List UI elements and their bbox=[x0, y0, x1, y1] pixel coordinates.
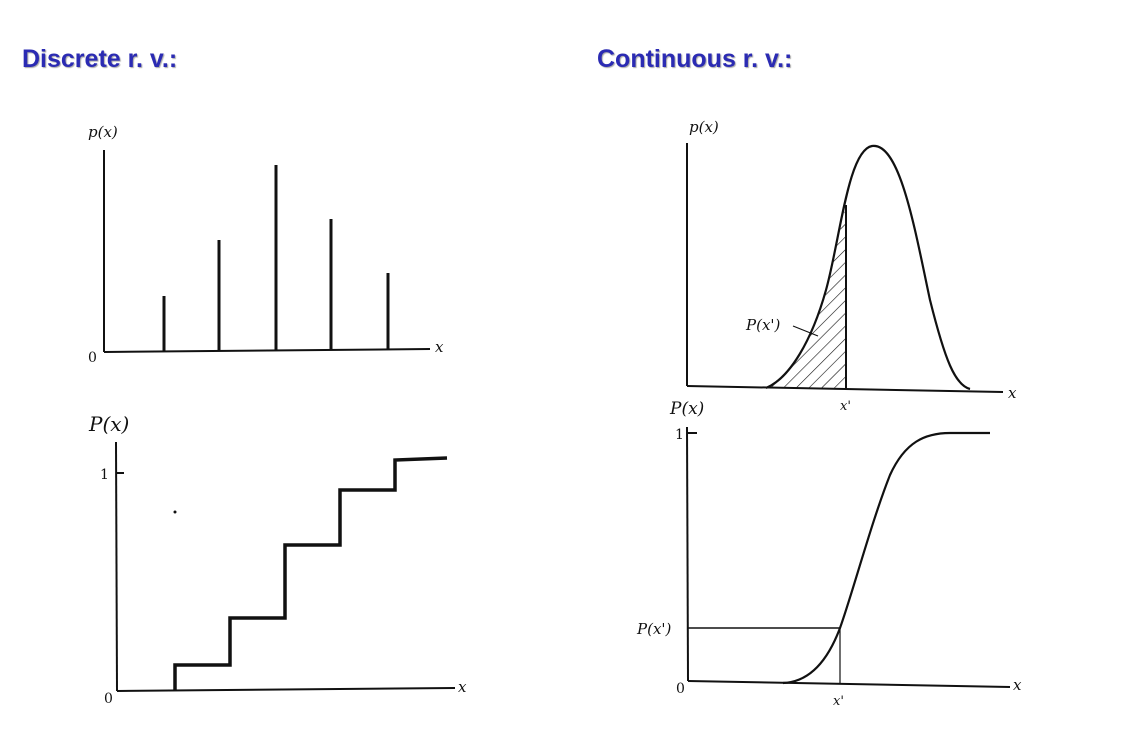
pmf-xlabel: x bbox=[435, 338, 444, 356]
ccdf-ytick2-label: P(x') bbox=[636, 620, 672, 638]
cdf-xlabel: x bbox=[458, 678, 467, 696]
discrete-cdf-plot: P(x) 1 x 0 bbox=[88, 412, 467, 707]
cdf-x-axis bbox=[116, 687, 456, 692]
pdf-ylabel: p(x) bbox=[689, 118, 719, 136]
ccdf-xtick-label: x' bbox=[833, 694, 844, 709]
continuous-pdf-plot: p(x) x P(x') x' bbox=[686, 118, 1017, 414]
cdf-y-axis bbox=[115, 441, 118, 692]
pdf-xlabel: x bbox=[1008, 384, 1017, 402]
discrete-heading: Discrete r. v.: bbox=[22, 45, 178, 73]
pdf-xtick-label: x' bbox=[840, 399, 851, 414]
ccdf-origin: 0 bbox=[676, 681, 685, 697]
ccdf-x-axis bbox=[687, 680, 1011, 688]
cdf-staircase bbox=[173, 456, 448, 691]
pmf-x-axis bbox=[103, 348, 431, 353]
ccdf-ytick-label: 1 bbox=[675, 427, 684, 443]
discrete-pmf-plot: p(x) x 0 bbox=[88, 123, 444, 366]
ccdf-y-axis bbox=[686, 426, 689, 682]
pmf-ylabel: p(x) bbox=[88, 123, 118, 141]
pdf-area-label: P(x') bbox=[745, 316, 781, 334]
pdf-shaded-area bbox=[766, 205, 846, 389]
continuous-cdf-plot: P(x) 1 x 0 P(x') x' bbox=[636, 399, 1022, 709]
pdf-area-leader bbox=[792, 325, 819, 337]
ccdf-ylabel: P(x) bbox=[669, 399, 704, 419]
cdf-ytick-label: 1 bbox=[100, 467, 109, 483]
cdf-ylabel: P(x) bbox=[88, 412, 129, 436]
pdf-curve bbox=[765, 144, 971, 391]
cdf-origin: 0 bbox=[104, 691, 113, 707]
speck bbox=[173, 510, 177, 514]
pmf-origin: 0 bbox=[88, 350, 97, 366]
ccdf-curve bbox=[782, 431, 990, 685]
continuous-heading: Continuous r. v.: bbox=[597, 45, 793, 73]
ccdf-xlabel: x bbox=[1013, 676, 1022, 694]
